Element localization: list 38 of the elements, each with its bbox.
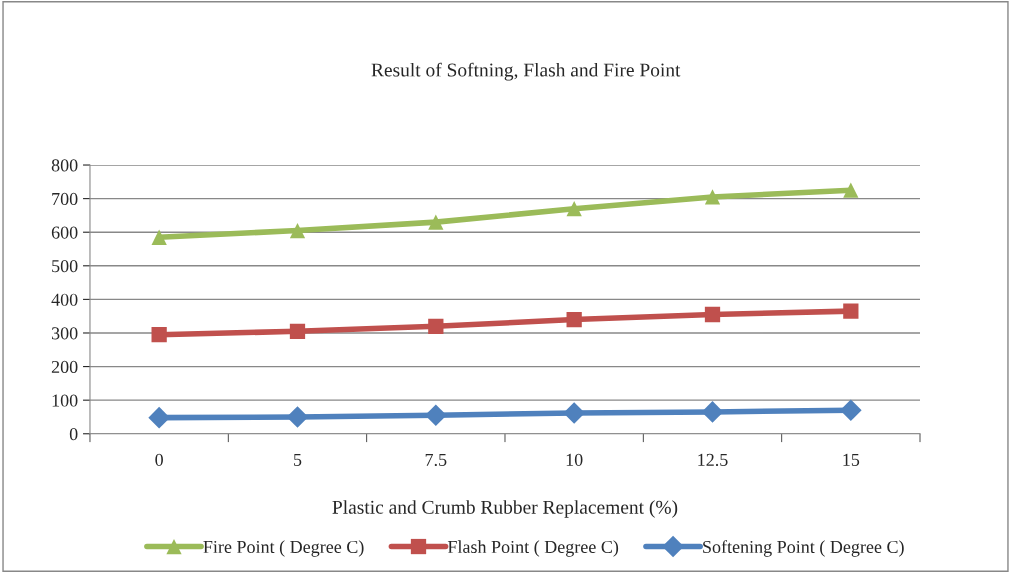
- x-tick-label: 10: [566, 453, 583, 466]
- y-tick-label: 0: [69, 428, 78, 441]
- point: [840, 399, 862, 422]
- legend-label: Fire Point ( Degree C): [203, 540, 364, 557]
- point: [425, 404, 447, 427]
- y-tick-label: 800: [51, 159, 78, 172]
- x-tick-label: 5: [294, 453, 302, 466]
- point: [428, 318, 444, 334]
- legend-label: Softening Point ( Degree C): [703, 540, 904, 557]
- x-tick-label: 12.5: [698, 453, 728, 466]
- point: [289, 222, 306, 239]
- y-tick-label: 600: [51, 226, 78, 239]
- x-tick-label: 0: [155, 453, 163, 466]
- point: [566, 311, 582, 328]
- point: [151, 327, 167, 343]
- x-axis-title: Plastic and Crumb Rubber Replacement (%): [332, 500, 678, 518]
- point: [704, 189, 721, 205]
- point: [148, 406, 170, 429]
- y-tick-label: 200: [51, 360, 78, 374]
- legend-label: Flash Point ( Degree C): [447, 540, 619, 557]
- point: [151, 229, 167, 245]
- x-tick-label: 7.5: [425, 453, 447, 466]
- point: [566, 201, 582, 217]
- x-tick-label: 15: [843, 453, 860, 466]
- y-tick-label: 100: [52, 394, 78, 407]
- point: [704, 306, 721, 323]
- point: [843, 303, 859, 319]
- point: [843, 182, 859, 198]
- y-tick-label: 500: [52, 260, 78, 273]
- y-tick-label: 300: [51, 327, 78, 340]
- y-tick-label: 700: [52, 192, 78, 206]
- point: [701, 401, 724, 423]
- y-tick-label: 400: [51, 293, 78, 306]
- point: [428, 214, 444, 230]
- point: [286, 406, 309, 428]
- point: [563, 402, 585, 424]
- chart-title: Result of Softning, Flash and Fire Point: [371, 62, 681, 81]
- point: [289, 323, 306, 339]
